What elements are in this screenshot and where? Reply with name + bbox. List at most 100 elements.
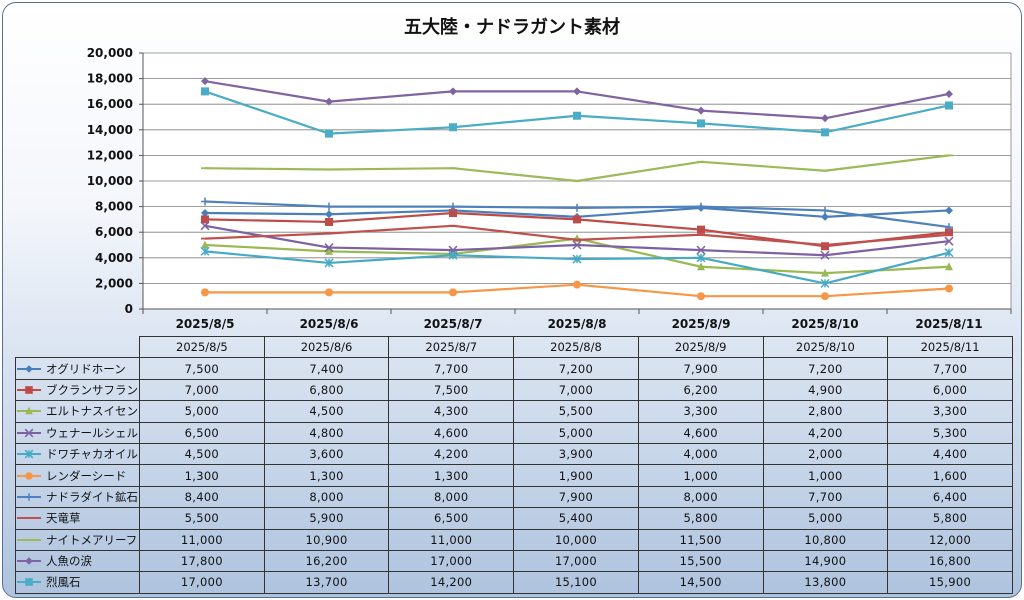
legend-key-marker [24, 428, 34, 438]
data-point [945, 206, 953, 215]
y-tick-label: 6,000 [95, 225, 133, 239]
data-point [821, 242, 829, 251]
series-name: ブクランサフラン [46, 382, 138, 397]
data-point [945, 262, 953, 271]
series-name: 烈風石 [46, 575, 81, 590]
legend-key-marker [25, 493, 33, 501]
legend-key-icon [17, 578, 41, 587]
data-point [821, 206, 829, 215]
data-point [945, 228, 953, 237]
table-cell: 16,800 [887, 549, 1013, 573]
table-cell: 6,800 [263, 378, 390, 402]
data-point [573, 203, 581, 212]
data-point [449, 209, 457, 217]
legend-entry: ナイトメアリーフ [15, 528, 140, 551]
data-point [945, 89, 953, 98]
series-5 [201, 280, 953, 301]
legend-key-icon [17, 449, 41, 459]
legend-key-marker [25, 557, 33, 565]
table-cell: 14,200 [388, 571, 515, 594]
table-row: 人魚の涙 17,800 16,200 17,000 17,000 15,500 14,900… [15, 549, 1013, 573]
table-cell: 10,000 [513, 528, 639, 551]
data-table-header: 2025/8/5 2025/8/6 2025/8/7 2025/8/8 2025/8/9… [15, 335, 1013, 359]
legend-entry: レンダーシード [15, 464, 140, 487]
series-3 [200, 221, 954, 260]
table-row: ナドラダイト鉱石 8,400 8,000 8,000 7,900 8,000 7,700 6,… [15, 485, 1013, 509]
y-tick-label: 4,000 [95, 251, 133, 265]
series-name: オグリドホーン [46, 361, 126, 376]
table-cell: 5,000 [139, 400, 265, 423]
table-cell: 7,700 [388, 357, 515, 380]
table-cell: 2,000 [762, 442, 889, 466]
data-point [449, 202, 457, 211]
table-cell: 17,000 [139, 571, 265, 594]
data-point [324, 243, 334, 253]
table-cell: 17,800 [139, 549, 265, 573]
table-cell: 5,000 [762, 507, 889, 530]
x-tick-label: 2025/8/7 [424, 317, 483, 331]
table-cell: 4,600 [637, 421, 764, 444]
legend-key-marker [25, 578, 33, 587]
table-column-header: 2025/8/6 [263, 335, 390, 359]
data-point [200, 246, 210, 256]
table-row: レンダーシード 1,300 1,300 1,300 1,900 1,000 1,000 1,6… [15, 464, 1013, 487]
legend-key-icon [17, 407, 41, 415]
data-point [201, 197, 209, 206]
table-cell: 5,300 [887, 421, 1013, 444]
legend-key-marker [25, 407, 33, 415]
data-point [325, 129, 333, 138]
legend-key-icon [17, 517, 41, 520]
legend-entry: オグリドホーン [15, 357, 140, 380]
y-tick-label: 12,000 [87, 148, 133, 162]
series-name: 天竜草 [46, 511, 81, 526]
table-row: ウェナールシェル 6,500 4,800 4,600 5,000 4,600 4,200 5,… [15, 421, 1013, 444]
table-row: ドワチャカオイル 4,500 3,600 4,200 3,900 4,000 2,000 4,… [15, 442, 1013, 466]
legend-key-marker [24, 449, 34, 459]
series-4 [200, 246, 954, 288]
table-cell: 4,500 [139, 442, 265, 466]
x-tick-label: 2025/8/10 [791, 317, 858, 331]
table-column-header: 2025/8/5 [139, 335, 265, 359]
legend-entry: 天竜草 [15, 507, 140, 530]
data-point [573, 111, 581, 120]
table-cell: 7,000 [513, 378, 639, 402]
table-cell: 10,800 [762, 528, 889, 551]
table-cell: 5,000 [513, 421, 639, 444]
series-name: ナドラダイト鉱石 [46, 489, 138, 504]
y-tick-label: 18,000 [87, 72, 133, 86]
table-cell: 17,000 [513, 549, 639, 573]
y-tick-label: 20,000 [87, 46, 133, 60]
table-row: ブクランサフラン 7,000 6,800 7,500 7,000 6,200 4,900 6,… [15, 378, 1013, 402]
data-point [201, 77, 209, 86]
table-cell: 17,000 [388, 549, 515, 573]
table-cell: 7,900 [513, 485, 639, 509]
table-cell: 5,500 [139, 507, 265, 530]
chart-title: 五大陸・ナドラガント素材 [404, 17, 620, 38]
data-point [448, 250, 458, 260]
data-point [697, 225, 705, 234]
data-point [820, 278, 830, 288]
data-point [945, 223, 953, 232]
table-cell: 8,400 [139, 485, 265, 509]
table-cell: 5,800 [887, 507, 1013, 530]
table-cell: 8,000 [637, 485, 764, 509]
table-cell: 7,700 [887, 357, 1013, 380]
line-chart: 0 2,000 4,000 6,000 8,000 10,000 12,000 14,000 1… [87, 46, 1012, 331]
x-tick-label: 2025/8/8 [548, 317, 607, 331]
series-9 [201, 77, 953, 123]
data-point [945, 284, 953, 293]
data-point [697, 262, 705, 271]
table-cell: 6,200 [637, 378, 764, 402]
table-cell: 7,500 [388, 378, 515, 402]
table-cell: 4,000 [637, 442, 764, 466]
series-name: ウェナールシェル [46, 425, 138, 440]
table-corner [15, 336, 140, 359]
legend-entry: ナドラダイト鉱石 [15, 485, 140, 509]
legend-entry: 人魚の涙 [15, 549, 140, 573]
table-column-header: 2025/8/7 [388, 335, 515, 359]
data-point [820, 250, 830, 260]
table-cell: 1,900 [513, 464, 639, 487]
data-point [201, 215, 209, 224]
table-cell: 15,900 [887, 571, 1013, 594]
table-cell: 6,500 [139, 421, 265, 444]
